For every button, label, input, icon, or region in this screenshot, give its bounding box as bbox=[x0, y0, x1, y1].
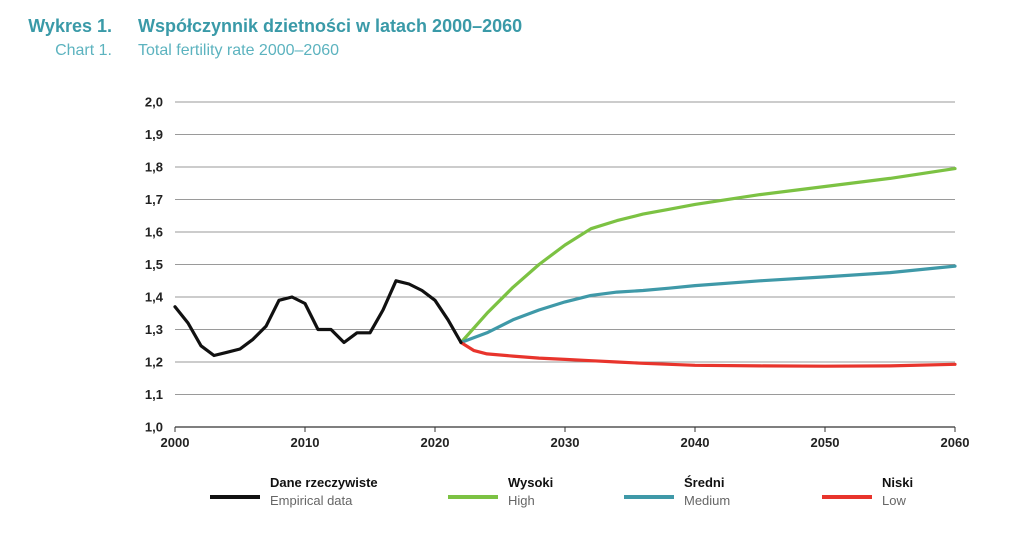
legend-item-low: Niski Low bbox=[822, 474, 913, 520]
y-tick-label: 1,3 bbox=[145, 322, 163, 337]
y-tick-label: 1,4 bbox=[145, 290, 164, 305]
legend-label-en: Empirical data bbox=[270, 493, 353, 508]
legend-swatch-low bbox=[822, 495, 872, 499]
legend-label-pl: Niski bbox=[882, 475, 914, 490]
x-tick-label: 2010 bbox=[291, 435, 320, 450]
legend-label-en: High bbox=[508, 493, 535, 508]
x-tick-label: 2000 bbox=[161, 435, 190, 450]
series-line-medium bbox=[459, 264, 957, 345]
legend-label-pl: Średni bbox=[684, 475, 725, 490]
chart-title-en: Chart 1. Total fertility rate 2000–2060 bbox=[10, 42, 339, 60]
chart-title-en-text: Total fertility rate 2000–2060 bbox=[138, 42, 340, 59]
y-tick-label: 1,7 bbox=[145, 192, 163, 207]
x-tick-label: 2040 bbox=[681, 435, 710, 450]
legend-label-pl: Dane rzeczywiste bbox=[270, 475, 378, 490]
y-tick-label: 1,8 bbox=[145, 160, 163, 175]
series-line-high bbox=[459, 167, 957, 345]
legend-item-empirical: Dane rzeczywiste Empirical data bbox=[210, 474, 378, 520]
y-tick-label: 1,9 bbox=[145, 127, 163, 142]
y-tick-label: 2,0 bbox=[145, 95, 163, 110]
legend-label-en: Medium bbox=[684, 493, 731, 508]
y-tick-label: 1,6 bbox=[145, 225, 163, 240]
legend-label-en: Low bbox=[882, 493, 906, 508]
legend-item-medium: Średni Medium bbox=[624, 474, 730, 520]
chart-number-pl: Wykres 1. bbox=[28, 16, 112, 36]
x-tick-label: 2020 bbox=[421, 435, 450, 450]
y-tick-label: 1,0 bbox=[145, 420, 163, 435]
legend-item-high: Wysoki High bbox=[448, 474, 553, 520]
legend-swatch-high bbox=[448, 495, 498, 499]
legend-label-pl: Wysoki bbox=[508, 475, 554, 490]
chart-number-en: Chart 1. bbox=[55, 42, 112, 59]
chart-title-pl: Wykres 1. Współczynnik dzietności w latac… bbox=[10, 16, 522, 37]
chart-title-pl-text: Współczynnik dzietności w latach 2000–20… bbox=[138, 16, 523, 36]
x-tick-label: 2050 bbox=[811, 435, 840, 450]
series-line-empirical bbox=[173, 279, 463, 358]
x-tick-label: 2030 bbox=[551, 435, 580, 450]
y-tick-label: 1,5 bbox=[145, 257, 163, 272]
x-tick-label: 2060 bbox=[941, 435, 970, 450]
series-line-low bbox=[459, 340, 957, 368]
legend-swatch-empirical bbox=[210, 495, 260, 499]
legend-swatch-medium bbox=[624, 495, 674, 499]
y-tick-label: 1,1 bbox=[145, 387, 163, 402]
y-tick-label: 1,2 bbox=[145, 355, 163, 370]
